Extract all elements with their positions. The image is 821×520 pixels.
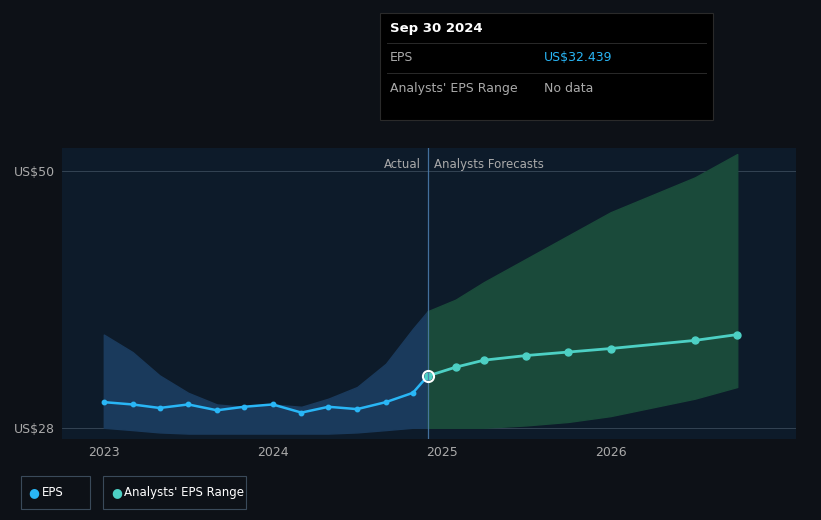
Text: Actual: Actual: [384, 158, 421, 171]
Text: US$32.439: US$32.439: [544, 50, 612, 63]
Text: No data: No data: [544, 82, 594, 95]
Text: Sep 30 2024: Sep 30 2024: [390, 22, 483, 35]
Text: Analysts' EPS Range: Analysts' EPS Range: [390, 82, 517, 95]
Text: Analysts' EPS Range: Analysts' EPS Range: [124, 486, 244, 499]
Text: Analysts Forecasts: Analysts Forecasts: [434, 158, 544, 171]
Text: ●: ●: [29, 486, 39, 499]
Text: EPS: EPS: [390, 50, 413, 63]
Text: EPS: EPS: [42, 486, 63, 499]
Text: ●: ●: [111, 486, 122, 499]
